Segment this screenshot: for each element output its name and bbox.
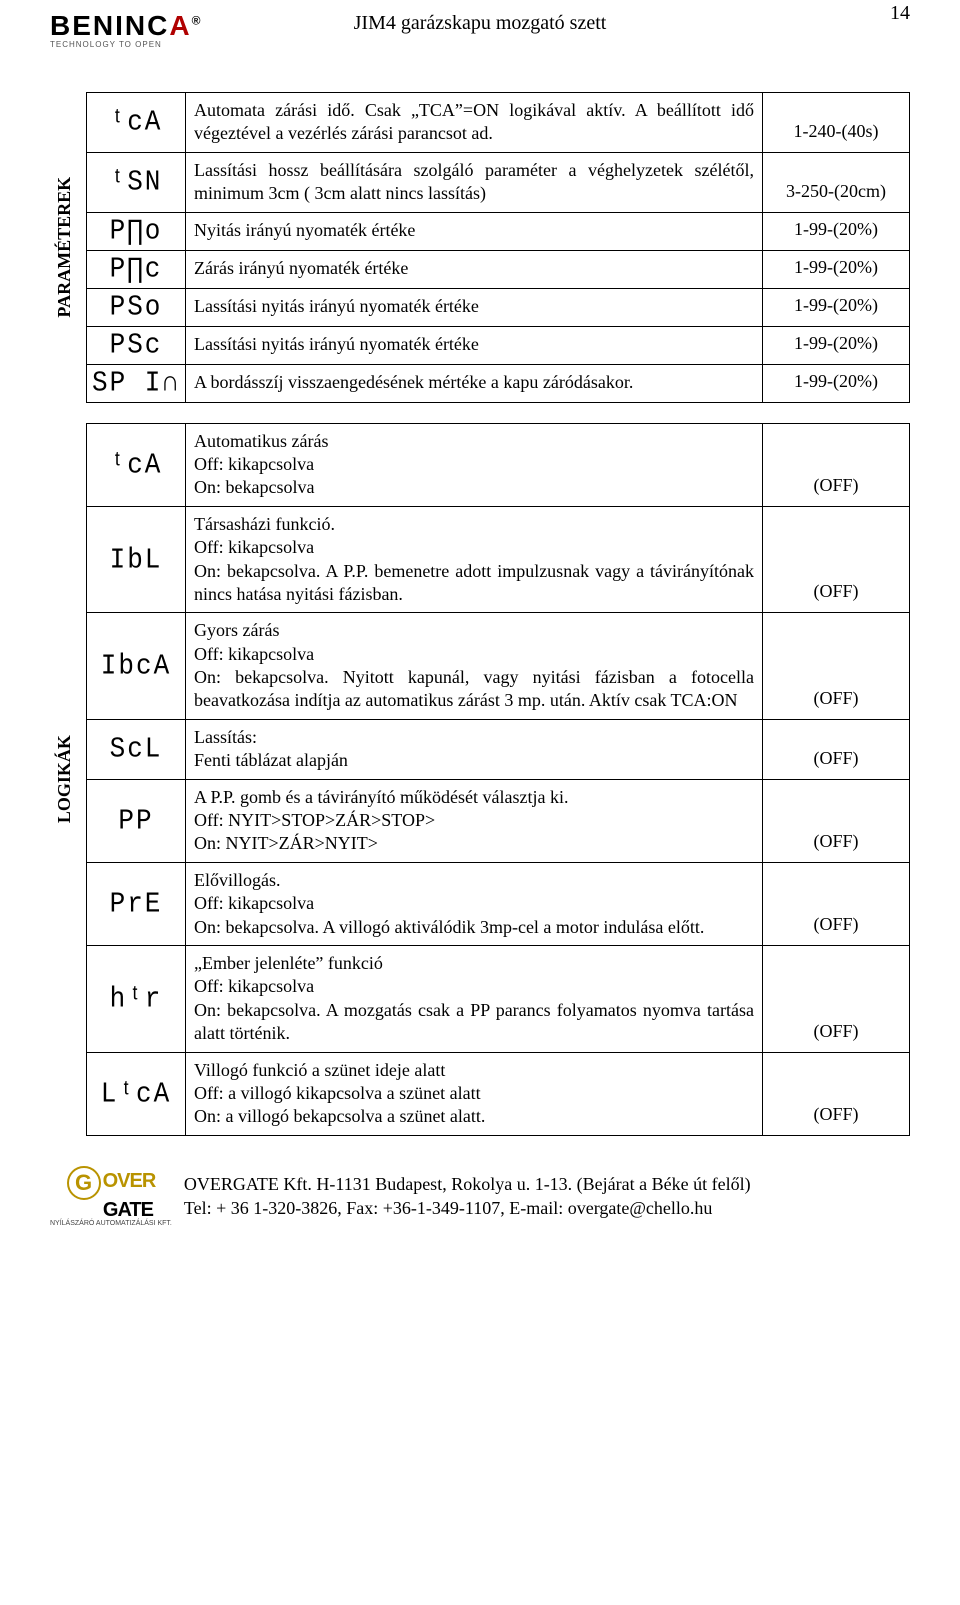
logic-description: Automatikus zárásOff: kikapcsolvaOn: bek…: [186, 423, 763, 506]
param-description: Lassítási hossz beállítására szolgáló pa…: [186, 152, 763, 212]
logics-label: LOGIKÁK: [50, 423, 86, 1136]
param-description: A bordásszíj visszaengedésének mértéke a…: [186, 364, 763, 402]
parameters-label: PARAMÉTEREK: [50, 92, 86, 403]
logic-description: Elővillogás.Off: kikapcsolvaOn: bekapcso…: [186, 862, 763, 945]
param-row: ᵗcA Automata zárási idő. Csak „TCA”=ON lo…: [87, 93, 910, 153]
lcd-code-icon: PP: [118, 806, 153, 835]
param-value: 1-240-(40s): [763, 93, 910, 153]
footer: GOVER GATE NYÍLÁSZÁRÓ AUTOMATIZÁLÁSI KFT…: [50, 1166, 910, 1227]
param-code: ᵗSN: [87, 152, 186, 212]
logic-row: PrE Elővillogás.Off: kikapcsolvaOn: bekap…: [87, 862, 910, 945]
logic-code: ᵗcA: [87, 423, 186, 506]
logic-description: Villogó funkció a szünet ideje alattOff:…: [186, 1052, 763, 1135]
footer-logo-icon: G: [67, 1166, 101, 1200]
logic-value: (OFF): [763, 423, 910, 506]
param-code: ᵗcA: [87, 93, 186, 153]
logo-tagline: TECHNOLOGY TO OPEN: [50, 40, 202, 49]
param-code: PSc: [87, 326, 186, 364]
logic-description: Társasházi funkció.Off: kikapcsolvaOn: b…: [186, 506, 763, 613]
logic-code: IbL: [87, 506, 186, 613]
lcd-code-icon: LᵗcA: [101, 1079, 171, 1108]
footer-logo: GOVER GATE NYÍLÁSZÁRÓ AUTOMATIZÁLÁSI KFT…: [50, 1166, 172, 1227]
lcd-code-icon: PrE: [110, 890, 163, 919]
logics-section: LOGIKÁK ᵗcA Automatikus zárásOff: kikapcs…: [50, 423, 910, 1136]
footer-logo-gate: GATE: [103, 1199, 153, 1221]
param-code: SP I∩: [87, 364, 186, 402]
footer-line-1: OVERGATE Kft. H-1131 Budapest, Rokolya u…: [184, 1172, 751, 1196]
param-value: 1-99-(20%): [763, 288, 910, 326]
lcd-code-icon: PSo: [110, 293, 163, 322]
param-value: 1-99-(20%): [763, 364, 910, 402]
param-row: PSo Lassítási nyitás irányú nyomaték érté…: [87, 288, 910, 326]
param-value: 1-99-(20%): [763, 250, 910, 288]
param-description: Automata zárási idő. Csak „TCA”=ON logik…: [186, 93, 763, 153]
footer-line-2: Tel: + 36 1-320-3826, Fax: +36-1-349-110…: [184, 1196, 751, 1220]
logic-description: A P.P. gomb és a távirányító működését v…: [186, 779, 763, 862]
lcd-code-icon: ᵗcA: [110, 450, 163, 479]
footer-logo-over: OVER: [103, 1170, 156, 1192]
param-code: PSo: [87, 288, 186, 326]
param-row: ᵗSN Lassítási hossz beállítására szolgáló…: [87, 152, 910, 212]
param-value: 1-99-(20%): [763, 212, 910, 250]
logic-code: hᵗr: [87, 945, 186, 1052]
lcd-code-icon: IbL: [110, 545, 163, 574]
param-value: 3-250-(20cm): [763, 152, 910, 212]
logic-row: ScL Lassítás:Fenti táblázat alapján(OFF): [87, 719, 910, 779]
logic-row: IbL Társasházi funkció.Off: kikapcsolvaOn…: [87, 506, 910, 613]
logic-value: (OFF): [763, 1052, 910, 1135]
param-row: P∏o Nyitás irányú nyomaték értéke1-99-(20…: [87, 212, 910, 250]
logic-value: (OFF): [763, 945, 910, 1052]
logic-description: Lassítás:Fenti táblázat alapján: [186, 719, 763, 779]
logic-value: (OFF): [763, 506, 910, 613]
lcd-code-icon: IbcA: [101, 652, 171, 681]
logic-code: IbcA: [87, 613, 186, 720]
logic-value: (OFF): [763, 613, 910, 720]
lcd-code-icon: ScL: [110, 735, 163, 764]
logic-value: (OFF): [763, 779, 910, 862]
logo-text-1: BENINC: [50, 10, 169, 41]
logic-row: IbcA Gyors zárásOff: kikapcsolvaOn: bekap…: [87, 613, 910, 720]
logics-table: ᵗcA Automatikus zárásOff: kikapcsolvaOn: …: [86, 423, 910, 1136]
param-description: Nyitás irányú nyomaték értéke: [186, 212, 763, 250]
param-row: P∏c Zárás irányú nyomaték értéke1-99-(20%…: [87, 250, 910, 288]
lcd-code-icon: ᵗcA: [110, 108, 163, 137]
logo-text-2: A: [169, 10, 191, 41]
param-value: 1-99-(20%): [763, 326, 910, 364]
page-number: 14: [890, 2, 910, 25]
param-description: Zárás irányú nyomaték értéke: [186, 250, 763, 288]
header: BENINCA® TECHNOLOGY TO OPEN JIM4 garázsk…: [50, 12, 910, 72]
logic-code: LᵗcA: [87, 1052, 186, 1135]
logic-value: (OFF): [763, 719, 910, 779]
logic-code: PrE: [87, 862, 186, 945]
logic-code: ScL: [87, 719, 186, 779]
lcd-code-icon: P∏c: [110, 255, 163, 284]
lcd-code-icon: hᵗr: [110, 984, 163, 1013]
lcd-code-icon: SP I∩: [92, 369, 180, 398]
footer-logo-sub: NYÍLÁSZÁRÓ AUTOMATIZÁLÁSI KFT.: [50, 1220, 172, 1227]
lcd-code-icon: ᵗSN: [110, 168, 163, 197]
logic-row: hᵗr „Ember jelenléte” funkcióOff: kikapcs…: [87, 945, 910, 1052]
logic-description: Gyors zárásOff: kikapcsolvaOn: bekapcsol…: [186, 613, 763, 720]
footer-text: OVERGATE Kft. H-1131 Budapest, Rokolya u…: [184, 1172, 751, 1221]
param-code: P∏o: [87, 212, 186, 250]
parameters-table: ᵗcA Automata zárási idő. Csak „TCA”=ON lo…: [86, 92, 910, 403]
logic-row: PP A P.P. gomb és a távirányító működését…: [87, 779, 910, 862]
brand-logo: BENINCA® TECHNOLOGY TO OPEN: [50, 12, 202, 49]
param-row: PSc Lassítási nyitás irányú nyomaték érté…: [87, 326, 910, 364]
lcd-code-icon: P∏o: [110, 217, 163, 246]
logic-description: „Ember jelenléte” funkcióOff: kikapcsolv…: [186, 945, 763, 1052]
lcd-code-icon: PSc: [110, 331, 163, 360]
param-description: Lassítási nyitás irányú nyomaték értéke: [186, 326, 763, 364]
logic-value: (OFF): [763, 862, 910, 945]
logic-code: PP: [87, 779, 186, 862]
logic-row: LᵗcA Villogó funkció a szünet ideje alatt…: [87, 1052, 910, 1135]
parameters-section: PARAMÉTEREK ᵗcA Automata zárási idő. Csak…: [50, 92, 910, 403]
logic-row: ᵗcA Automatikus zárásOff: kikapcsolvaOn: …: [87, 423, 910, 506]
param-description: Lassítási nyitás irányú nyomaték értéke: [186, 288, 763, 326]
param-code: P∏c: [87, 250, 186, 288]
param-row: SP I∩A bordásszíj visszaengedésének mért…: [87, 364, 910, 402]
